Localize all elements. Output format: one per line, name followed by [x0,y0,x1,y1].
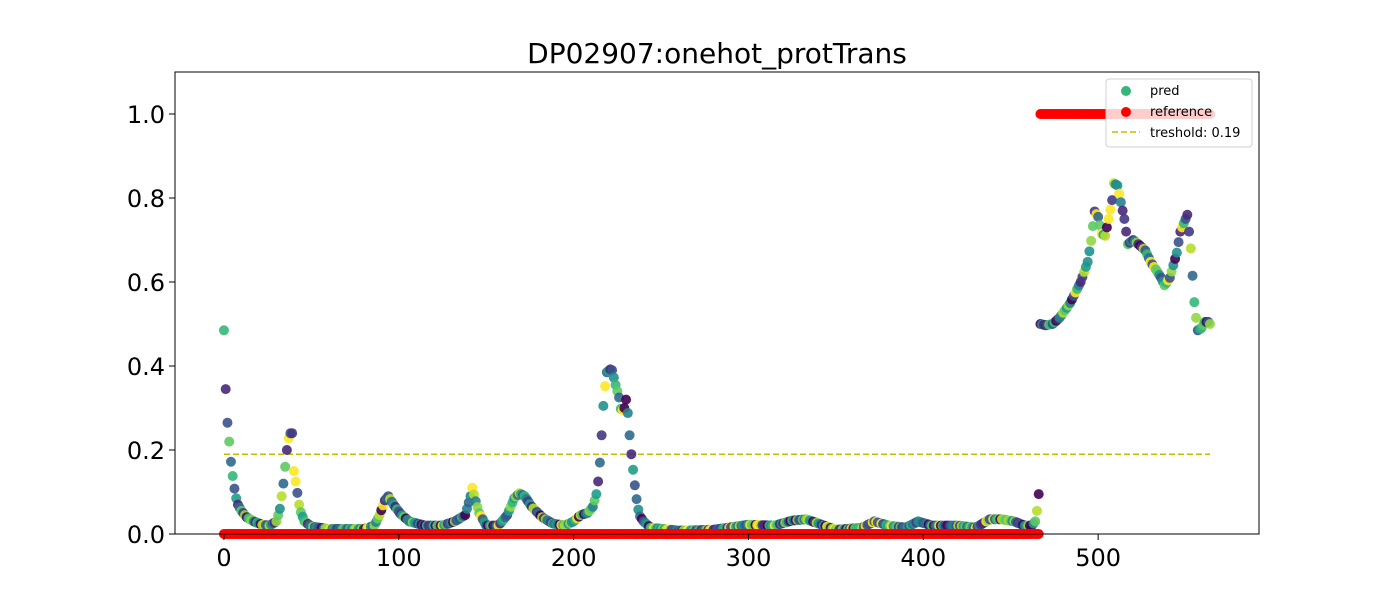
legend-pred-label: pred [1150,84,1180,99]
plot-frame [174,71,1260,535]
pred-point [631,494,642,505]
pred-point [290,476,301,487]
x-tick-label: 100 [376,544,422,572]
pred-point [624,430,635,441]
pred-point [596,430,607,441]
pred-point [294,499,305,510]
pred-point [1184,226,1195,237]
pred-point [1093,211,1104,222]
pred-point [278,478,289,489]
legend: pred reference treshold: 0.19 [1105,78,1253,148]
pred-point [1105,204,1116,215]
pred-point [1086,235,1097,246]
legend-box [1105,78,1253,148]
pred-point [1114,188,1125,199]
pred-point [1117,205,1128,216]
x-tick-label: 0 [216,544,231,572]
pred-point [1182,209,1193,220]
pred-point [222,417,233,428]
pred-point [1101,222,1112,233]
x-tick-label: 400 [900,544,946,572]
pred-point [274,503,285,514]
pred-point [1030,516,1041,527]
pred-point [276,491,287,502]
pred-point [1100,230,1111,241]
pred-point [598,400,609,411]
pred-point [218,325,229,336]
pred-point [224,436,235,447]
pred-point [594,457,605,468]
y-tick-label: 1.0 [127,101,165,129]
pred-point [292,487,303,498]
pred-point [1115,197,1126,208]
pred-point [629,480,640,491]
pred-point [1121,226,1132,237]
pred-point [1119,214,1130,224]
y-tick-label: 0.0 [127,521,165,549]
y-tick-label: 0.2 [127,437,165,465]
pred-point [621,394,632,405]
pred-point [281,445,292,455]
pred-point [229,483,240,494]
legend-pred-marker [1121,86,1131,96]
chart-title: DP02907:onehot_protTrans [527,37,907,70]
pred-point [1205,319,1216,329]
y-tick-label: 0.4 [127,353,165,381]
pred-point [288,466,299,476]
pred-point [1171,247,1182,258]
pred-point [1031,505,1042,516]
y-axis: 0.0 0.2 0.4 0.6 0.8 1.0 [127,101,175,549]
pred-point [626,449,637,460]
plot-area [218,109,1216,539]
pred-point [1173,237,1184,248]
pred-point [591,489,602,500]
legend-reference-label: reference [1150,105,1212,120]
pred-point [1082,256,1093,267]
pred-point [1033,489,1044,500]
pred-point [593,476,604,487]
pred-point [280,461,291,472]
pred-point [1112,180,1123,191]
pred-point [225,456,236,467]
pred-point [287,428,298,439]
pred-point [1191,312,1202,323]
legend-reference-marker [1121,107,1131,117]
x-tick-label: 200 [551,544,597,572]
pred-point [1103,214,1114,224]
x-tick-label: 500 [1075,544,1121,572]
y-tick-label: 0.8 [127,185,165,213]
x-axis: 0 100 200 300 400 500 [216,534,1121,572]
pred-point [1187,270,1198,281]
legend-threshold-label: treshold: 0.19 [1150,126,1240,141]
pred-point [227,471,238,482]
pred-point [600,381,611,392]
pred-point [1189,297,1200,308]
pred-point [622,408,633,419]
pred-point [1185,243,1196,254]
pred-point [628,464,639,475]
y-tick-label: 0.6 [127,269,165,297]
x-tick-label: 300 [726,544,772,572]
pred-point [1107,195,1118,206]
pred-point [220,384,231,395]
pred-point [1084,246,1095,257]
